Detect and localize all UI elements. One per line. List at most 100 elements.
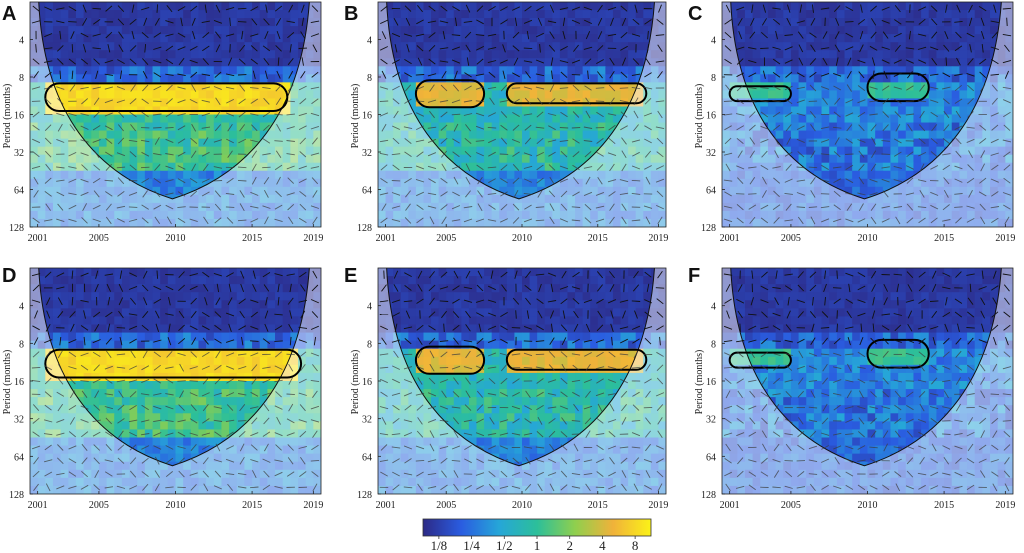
coherence-cell [468,170,478,180]
phase-arrow [881,46,890,50]
coherence-cell [852,202,861,212]
coherence-cell [121,218,131,227]
coherence-cell [75,364,85,374]
phase-arrow [487,86,497,90]
coherence-cell [790,74,800,83]
coherence-cell [106,202,115,212]
coherence-cell [582,186,591,196]
phase-arrow [954,193,963,195]
coherence-cell [567,194,576,204]
coherence-cell [944,114,953,124]
phase-arrow [762,4,767,13]
coherence-cell [298,114,307,124]
coherence-cell [461,194,470,204]
coherence-cell [944,58,953,67]
coherence-cell [997,122,1006,132]
phase-arrow [33,71,39,79]
coherence-cell [836,42,846,51]
coherence-cell [844,186,853,196]
phase-arrow [311,5,319,12]
coherence-cell [997,2,1006,11]
phase-arrow [129,164,137,171]
phase-arrow [820,139,830,143]
coherence-cell [522,146,531,156]
coherence-cell [60,154,69,164]
coherence-cell [744,178,754,188]
coherence-cell [890,170,899,180]
coherence-cell [790,82,800,91]
coherence-cell [628,114,637,124]
phase-arrow [57,203,64,211]
coherence-cell [244,34,253,43]
coherence-cell [60,210,69,220]
coherence-cell [875,194,884,204]
phase-arrow [165,58,174,65]
coherence-cell [567,10,576,19]
coherence-cell [37,58,46,67]
coherence-cell [913,18,922,27]
coherence-cell [137,332,146,342]
coherence-cell [790,122,800,132]
phase-arrow [646,44,650,53]
coherence-cell [305,300,314,309]
phase-arrow [263,176,270,185]
coherence-cell [137,308,146,318]
coherence-cell [60,268,69,277]
coherence-cell [982,186,991,196]
phase-arrow [500,124,508,131]
coherence-cell [875,10,884,19]
phase-arrow [165,204,174,210]
coherence-cell [567,186,576,196]
coherence-cell [913,98,922,108]
phase-arrow [943,44,950,52]
coherence-cell [236,154,246,164]
coherence-cell [468,82,478,91]
phase-arrow [451,59,461,64]
phase-arrow [264,70,268,80]
coherence-cell [152,210,161,220]
coherence-cell [890,130,899,140]
coherence-cell [393,42,402,51]
phase-arrow [440,204,448,211]
coherence-cell [491,50,500,59]
phase-arrow [645,57,651,66]
phase-arrow [441,216,447,225]
phase-arrow [560,98,568,104]
phase-arrow [177,32,186,38]
coherence-cell [544,18,553,27]
coherence-cell [760,154,769,164]
phase-arrow [392,137,400,145]
phase-arrow [833,178,842,183]
coherence-cell [612,202,622,212]
coherence-cell [829,58,838,67]
phase-arrow [177,99,186,104]
coherence-cell [867,58,876,67]
coherence-cell [236,340,246,350]
coherence-cell [378,154,387,164]
phase-arrow [980,163,985,172]
coherence-cell [75,66,85,75]
coherence-cell [806,42,815,51]
phase-arrow [105,151,113,157]
phase-arrow [251,163,257,172]
coherence-cell [767,90,777,100]
coherence-cell [499,170,508,180]
phase-arrow [189,178,198,184]
coherence-cell [106,130,115,140]
coherence-cell [522,202,531,212]
coherence-cell [921,178,930,188]
coherence-cell [582,202,591,212]
coherence-cell [190,154,200,164]
coherence-cell [829,138,838,148]
coherence-cell [605,218,614,227]
coherence-cell [121,356,131,366]
phase-arrow [177,165,186,170]
phase-arrow [153,46,162,50]
coherence-cell [137,348,146,358]
coherence-cell [867,34,876,43]
coherence-cell [213,292,223,301]
phase-arrow [597,176,603,185]
phase-arrow [428,178,436,184]
phase-arrow [415,74,425,76]
